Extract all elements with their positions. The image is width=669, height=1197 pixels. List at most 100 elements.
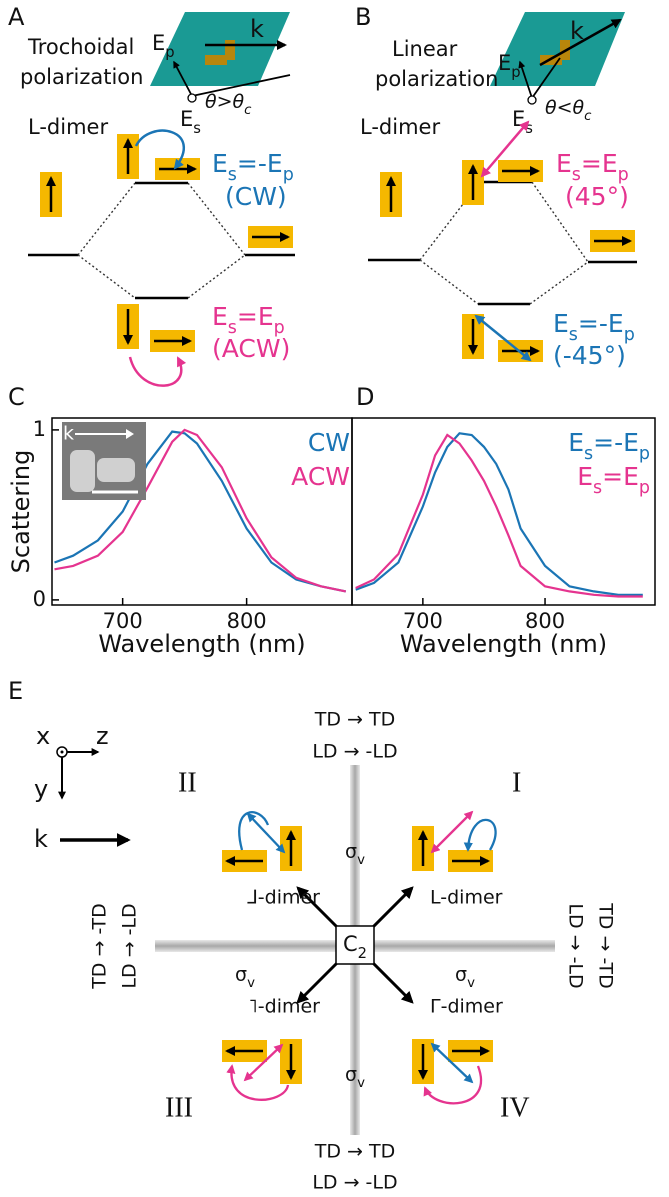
panel-b: B k Ep Es θ<θc Linear polarization L-dim… (355, 3, 637, 370)
dimer-name: L-dimer (430, 887, 503, 909)
coupling-arrow (480, 120, 530, 178)
coupling-arrow (246, 812, 286, 854)
rod (448, 1040, 493, 1062)
rod (155, 158, 200, 180)
coupling-arrow (134, 129, 185, 170)
coupling-arrow (128, 356, 187, 387)
correlation (529, 261, 589, 305)
mode-note: (ACW) (212, 334, 290, 363)
axis-label: z (96, 722, 109, 750)
pol-title: polarization (375, 67, 498, 91)
panel-e: E x z y k C2 σv σv σv σv ⅃-dimer L-dimer… (8, 677, 617, 1194)
quadrant: IV (500, 1092, 530, 1123)
series-line (355, 432, 643, 596)
beam (191, 74, 291, 97)
axis-label: x (36, 722, 50, 750)
symmetry-rule: LD → -LD (565, 903, 587, 988)
legend-entry: CW (308, 428, 350, 457)
dimer-name: ⅃-dimer (247, 887, 320, 909)
correlation (187, 254, 246, 299)
panel-label: D (356, 383, 374, 411)
coupling-arrow (423, 1065, 482, 1105)
dimer-name: Γ-dimer (430, 996, 503, 1018)
symmetry-rule: TD → TD (314, 1141, 395, 1163)
dimer-arrow (368, 886, 414, 932)
rod (248, 226, 293, 248)
ep-arrow (173, 60, 193, 97)
dimer-name: ˥-dimer (248, 996, 320, 1018)
rod (498, 160, 543, 182)
es-label: Es (180, 107, 201, 137)
dimer-arrow (296, 886, 342, 932)
inset-arrow (126, 429, 134, 439)
coupling-arrow (463, 818, 497, 852)
rod (222, 1040, 267, 1062)
panel-label: E (8, 677, 23, 705)
rod (222, 850, 267, 872)
rod (150, 330, 195, 352)
coupling-arrow (243, 1043, 284, 1082)
correlation (77, 254, 136, 299)
coupling-arrow (430, 810, 474, 854)
coupling-arrow (430, 1042, 474, 1084)
panel-label: C (8, 383, 25, 411)
beam (531, 57, 561, 99)
symmetry-rule: TD → -TD (595, 902, 617, 989)
legend-entry: ACW (291, 462, 350, 491)
inset-rod (97, 458, 135, 482)
symmetry-rule: TD → TD (314, 709, 395, 731)
rod (40, 172, 62, 217)
k-label: k (570, 17, 584, 45)
inset-rod (70, 450, 95, 492)
x-tick-label: 800 (525, 609, 565, 633)
angle-label: θ<θc (545, 97, 592, 124)
symmetry-rule: LD → -LD (312, 741, 397, 763)
plot-frame (351, 417, 656, 606)
k-label: k (250, 15, 264, 43)
x-tick-label: 700 (403, 609, 443, 633)
rod (412, 826, 434, 871)
k-label: k (34, 825, 48, 853)
x-tick-label: 700 (103, 609, 143, 633)
angle-label: θ>θc (205, 91, 252, 118)
rod (462, 160, 484, 205)
dimer-label: L-dimer (360, 115, 440, 139)
es-dot (187, 93, 197, 103)
series-line (54, 428, 347, 593)
mode-note: (-45°) (553, 341, 626, 370)
x-axis-label: Wavelength (nm) (98, 630, 305, 658)
es-label: Es (512, 107, 533, 137)
rod (117, 304, 139, 349)
symmetry-rule: TD → -TD (89, 903, 111, 990)
pol-title: Trochoidal (27, 35, 134, 59)
quadrant: I (512, 767, 521, 798)
rod (280, 826, 302, 871)
surface (150, 12, 290, 86)
k-arrow (539, 18, 622, 67)
rod-icon (205, 55, 227, 65)
mode-label: Es=-Ep (212, 149, 294, 185)
correlation (77, 182, 136, 256)
c2-box (335, 925, 375, 965)
axis-label: y (34, 775, 48, 803)
panel-label: B (355, 3, 371, 31)
mode-label: Es=-Ep (553, 309, 635, 345)
mode-note: (45°) (565, 182, 629, 211)
rod (117, 134, 139, 179)
x-tick-label: 800 (227, 609, 267, 633)
pol-title: Linear (392, 37, 458, 61)
mode-note: (CW) (225, 182, 287, 211)
series-line (355, 433, 643, 598)
panel-label: A (8, 3, 25, 31)
panel-a: A k Ep Es θ>θc Trochoidal polarization L… (8, 3, 295, 387)
y-tick-label: 1 (33, 417, 46, 441)
dimer-arrow (296, 958, 342, 1004)
spectra: CW ACW 700 800 0 1 Wavelength (nm) Scattering C E… (7, 383, 656, 658)
inset-label: k (63, 423, 74, 445)
sigma-label: σv (235, 964, 255, 991)
correlation (419, 259, 479, 305)
mode-label: Es=Ep (212, 302, 285, 338)
legend-entry: Es=-Ep (568, 428, 650, 464)
quadrant: II (178, 767, 197, 798)
